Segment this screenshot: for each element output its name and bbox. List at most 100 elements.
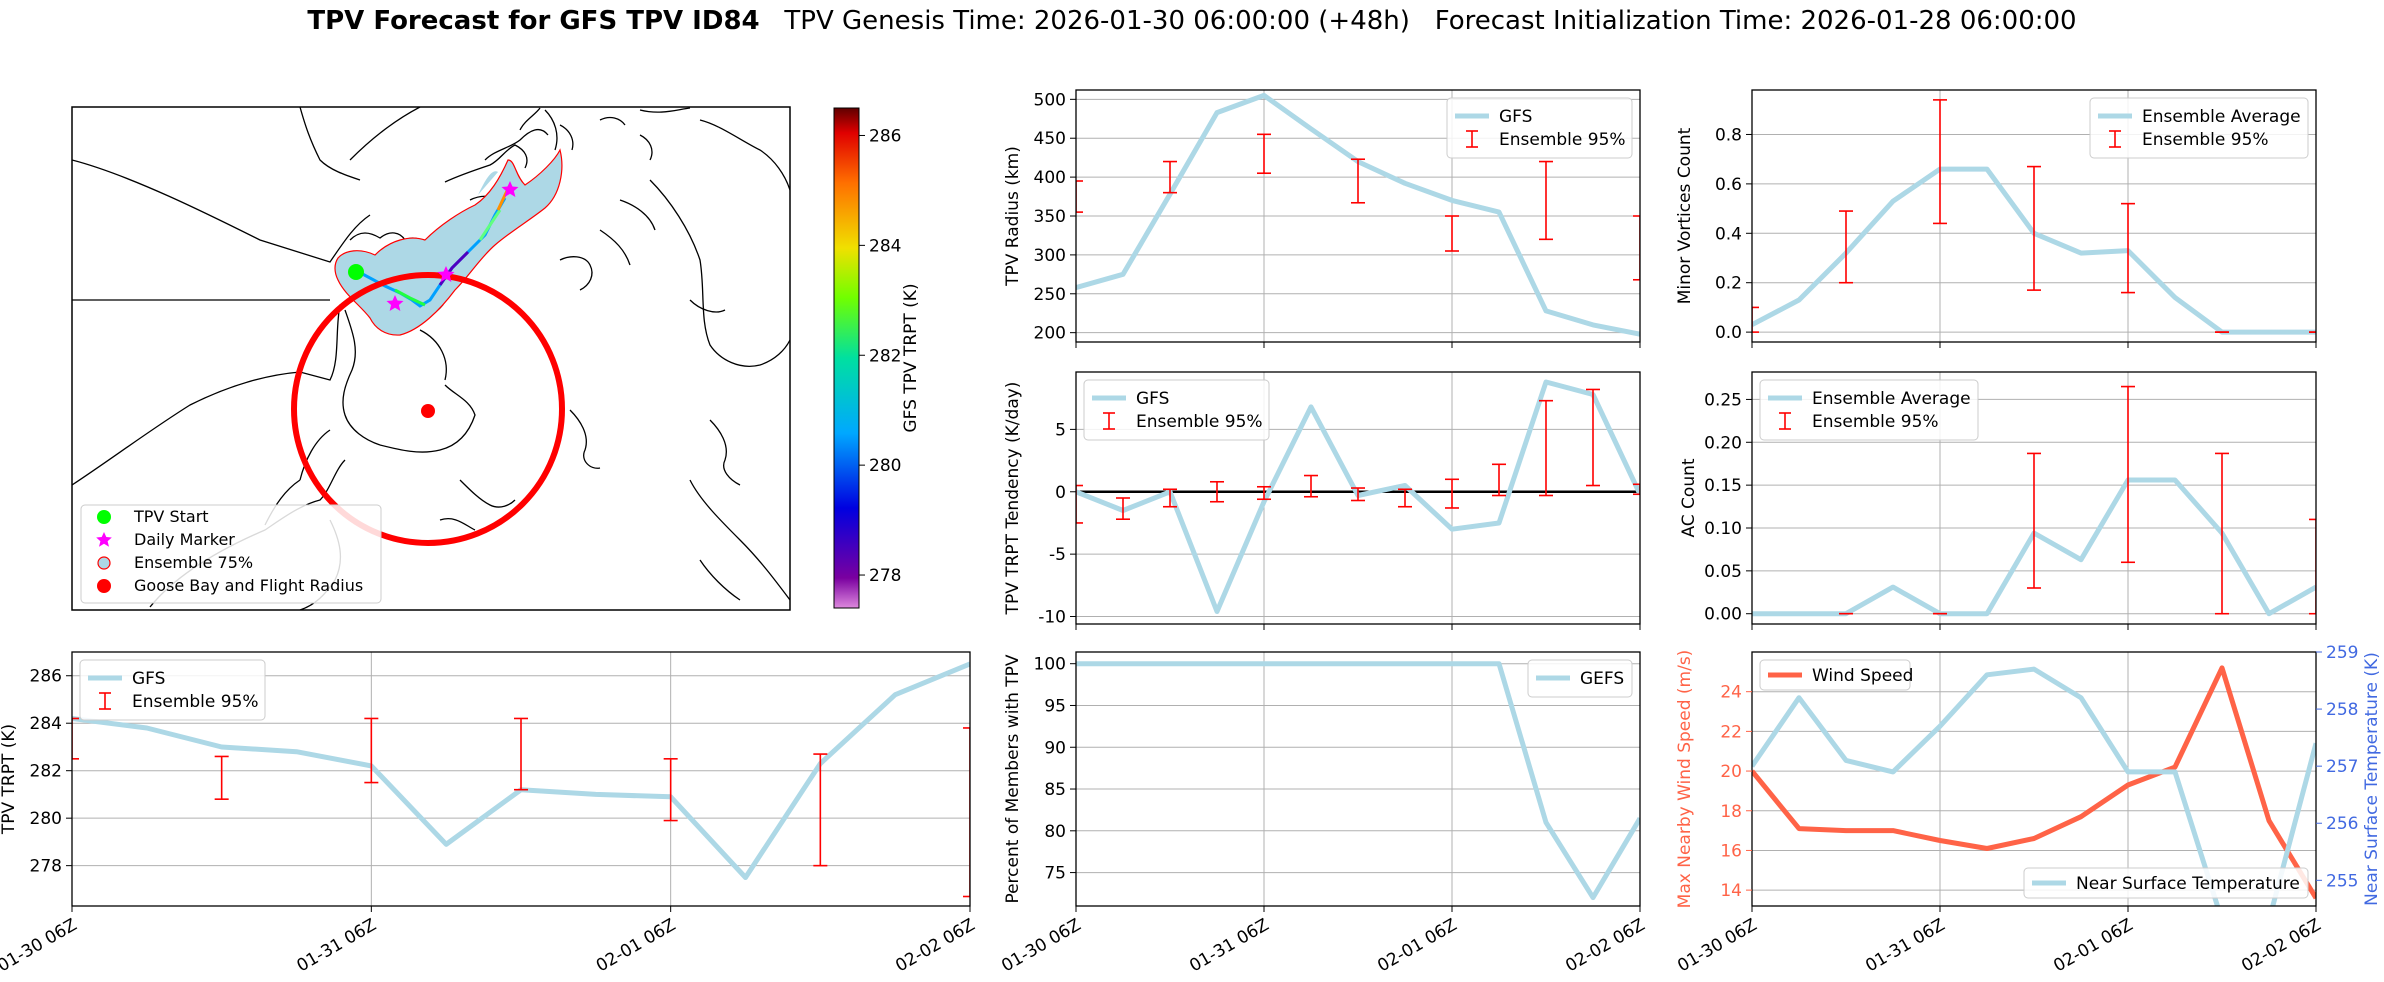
series-line-0 [1752, 665, 2316, 900]
title-bold: TPV Forecast for GFS TPV ID84 [307, 6, 760, 36]
errorbar [72, 717, 79, 760]
errorbar [1398, 488, 1412, 508]
axes-frame [1075, 651, 1641, 907]
axes-frame [71, 651, 971, 907]
plot-area [1076, 92, 1640, 337]
percent-members-panel: 75 80 85 90 95 100 Percent of Members with TPV… [998, 651, 1649, 976]
y-tick-label: 400 [1034, 168, 1066, 188]
legend-errorbar-swatch [1466, 130, 1478, 148]
errorbar [1351, 158, 1365, 204]
x-tick-label: 01-31 06Z [294, 915, 380, 976]
legend: GFS Ensemble 95% [79, 659, 266, 721]
x-tick-label: 02-01 06Z [1374, 915, 1460, 976]
legend-wind-label: Wind Speed [1812, 666, 1913, 686]
legend-errorbar-swatch [99, 692, 111, 710]
ac-count-panel: 0.00 0.05 0.10 0.15 0.20 0.25 AC Count Ensemble… [1679, 371, 2317, 630]
y-tick-label: 350 [1034, 207, 1066, 227]
y2-tick-label: 257 [2326, 757, 2358, 777]
legend-ensemble-icon [97, 556, 111, 570]
y-tick-label: 0.6 [1715, 175, 1742, 195]
legend-errorbar-swatch [1103, 412, 1115, 430]
legend: Ensemble Average Ensemble 95% [1759, 379, 1979, 441]
errorbar [2215, 452, 2229, 615]
errorbar [813, 753, 828, 867]
legend-star-icon [96, 532, 112, 547]
legend-label: GFS [132, 669, 165, 689]
y-tick-label: 300 [1034, 246, 1066, 266]
legend-label: Ensemble 95% [1812, 412, 1939, 432]
legend-label: GFS [1499, 107, 1532, 127]
colorbar-tick-label: 284 [869, 236, 901, 256]
plot-area [1076, 661, 1640, 901]
y2-tick-label: 259 [2326, 643, 2358, 663]
legend-errorbar-swatch [1779, 412, 1791, 430]
y-axis-label: Minor Vortices Count [1675, 127, 1695, 304]
y-tick-label: 0.2 [1715, 274, 1742, 294]
plot-area [1752, 665, 2316, 906]
y-axis-label: Percent of Members with TPV [1003, 654, 1023, 903]
y2-tick-label: 255 [2326, 871, 2358, 891]
legend-label: GEFS [1580, 669, 1624, 689]
errorbar [1076, 484, 1083, 524]
daily-markers [386, 181, 519, 311]
errorbar [1539, 399, 1553, 497]
errorbar [364, 717, 379, 784]
x-tick-label: 01-31 06Z [1186, 915, 1272, 976]
legend: Ensemble Average Ensemble 95% [2089, 97, 2309, 159]
y-tick-label: 284 [30, 714, 62, 734]
x-tick-label: 02-02 06Z [892, 915, 978, 976]
minor-vortices-panel: 0.0 0.2 0.4 0.6 0.8 Minor Vortices Count Ensem… [1675, 89, 2317, 348]
legend-ensemble-75: Ensemble 75% [134, 553, 253, 572]
y-tick-label: 0.20 [1704, 433, 1742, 453]
figure-title: TPV Forecast for GFS TPV ID84 TPV Genesi… [0, 6, 2384, 36]
errorbar [1633, 483, 1640, 496]
axes-frame [1751, 89, 2317, 343]
y-tick-label: 90 [1044, 738, 1066, 758]
title-rest: TPV Genesis Time: 2026-01-30 06:00:00 (+… [784, 6, 2077, 36]
colorbar-tick-label: 278 [869, 566, 901, 586]
errorbar [2027, 165, 2041, 291]
errorbar [2309, 518, 2316, 615]
y-tick-label: 0.0 [1715, 323, 1742, 343]
y-tick-label: 450 [1034, 129, 1066, 149]
errorbar [1116, 497, 1130, 521]
legend-goose-bay: Goose Bay and Flight Radius [134, 576, 363, 595]
errorbar [1210, 480, 1224, 503]
errorbar [214, 755, 229, 800]
y-tick-label: 0.10 [1704, 519, 1742, 539]
map-panel: TPV Start Daily Marker Ensemble 75% Goos… [71, 106, 921, 611]
y2-axis-label: Near Surface Temperature (K) [2362, 652, 2382, 906]
y-tick-label: 80 [1044, 822, 1066, 842]
x-tick-label: 01-30 06Z [0, 915, 81, 976]
errorbar [1257, 485, 1271, 501]
errorbar [1304, 474, 1318, 498]
y-tick-label: 278 [30, 857, 62, 877]
y-tick-label: -10 [1038, 608, 1066, 628]
legend: GFS Ensemble 95% [1083, 379, 1270, 441]
errorbar [1752, 306, 1759, 333]
errorbar [2027, 452, 2041, 589]
errorbar [663, 758, 678, 822]
plot-area [72, 661, 970, 898]
flight-radius-circle [291, 272, 565, 546]
y-tick-label: 16 [1720, 841, 1742, 861]
errorbar [2121, 385, 2135, 564]
y-tick-label: 20 [1720, 762, 1742, 782]
errorbar [1257, 133, 1271, 175]
y-tick-label: 14 [1720, 881, 1742, 901]
errorbar [1539, 160, 1553, 241]
axes-frame [1075, 371, 1641, 625]
y-axis-label: Max Nearby Wind Speed (m/s) [1675, 650, 1695, 909]
y-tick-label: 0.15 [1704, 476, 1742, 496]
legend-label: Ensemble 95% [1136, 412, 1263, 432]
legend-label: GFS [1136, 389, 1169, 409]
y-axis-label: AC Count [1679, 458, 1699, 537]
x-tick-label: 01-30 06Z [1674, 915, 1760, 976]
axes-frame [1751, 371, 2317, 625]
x-tick-label: 02-02 06Z [2238, 915, 2324, 976]
legend: GFS Ensemble 95% [1446, 97, 1633, 159]
x-tick-label: 02-02 06Z [1562, 915, 1648, 976]
y-tick-label: 0.05 [1704, 562, 1742, 582]
